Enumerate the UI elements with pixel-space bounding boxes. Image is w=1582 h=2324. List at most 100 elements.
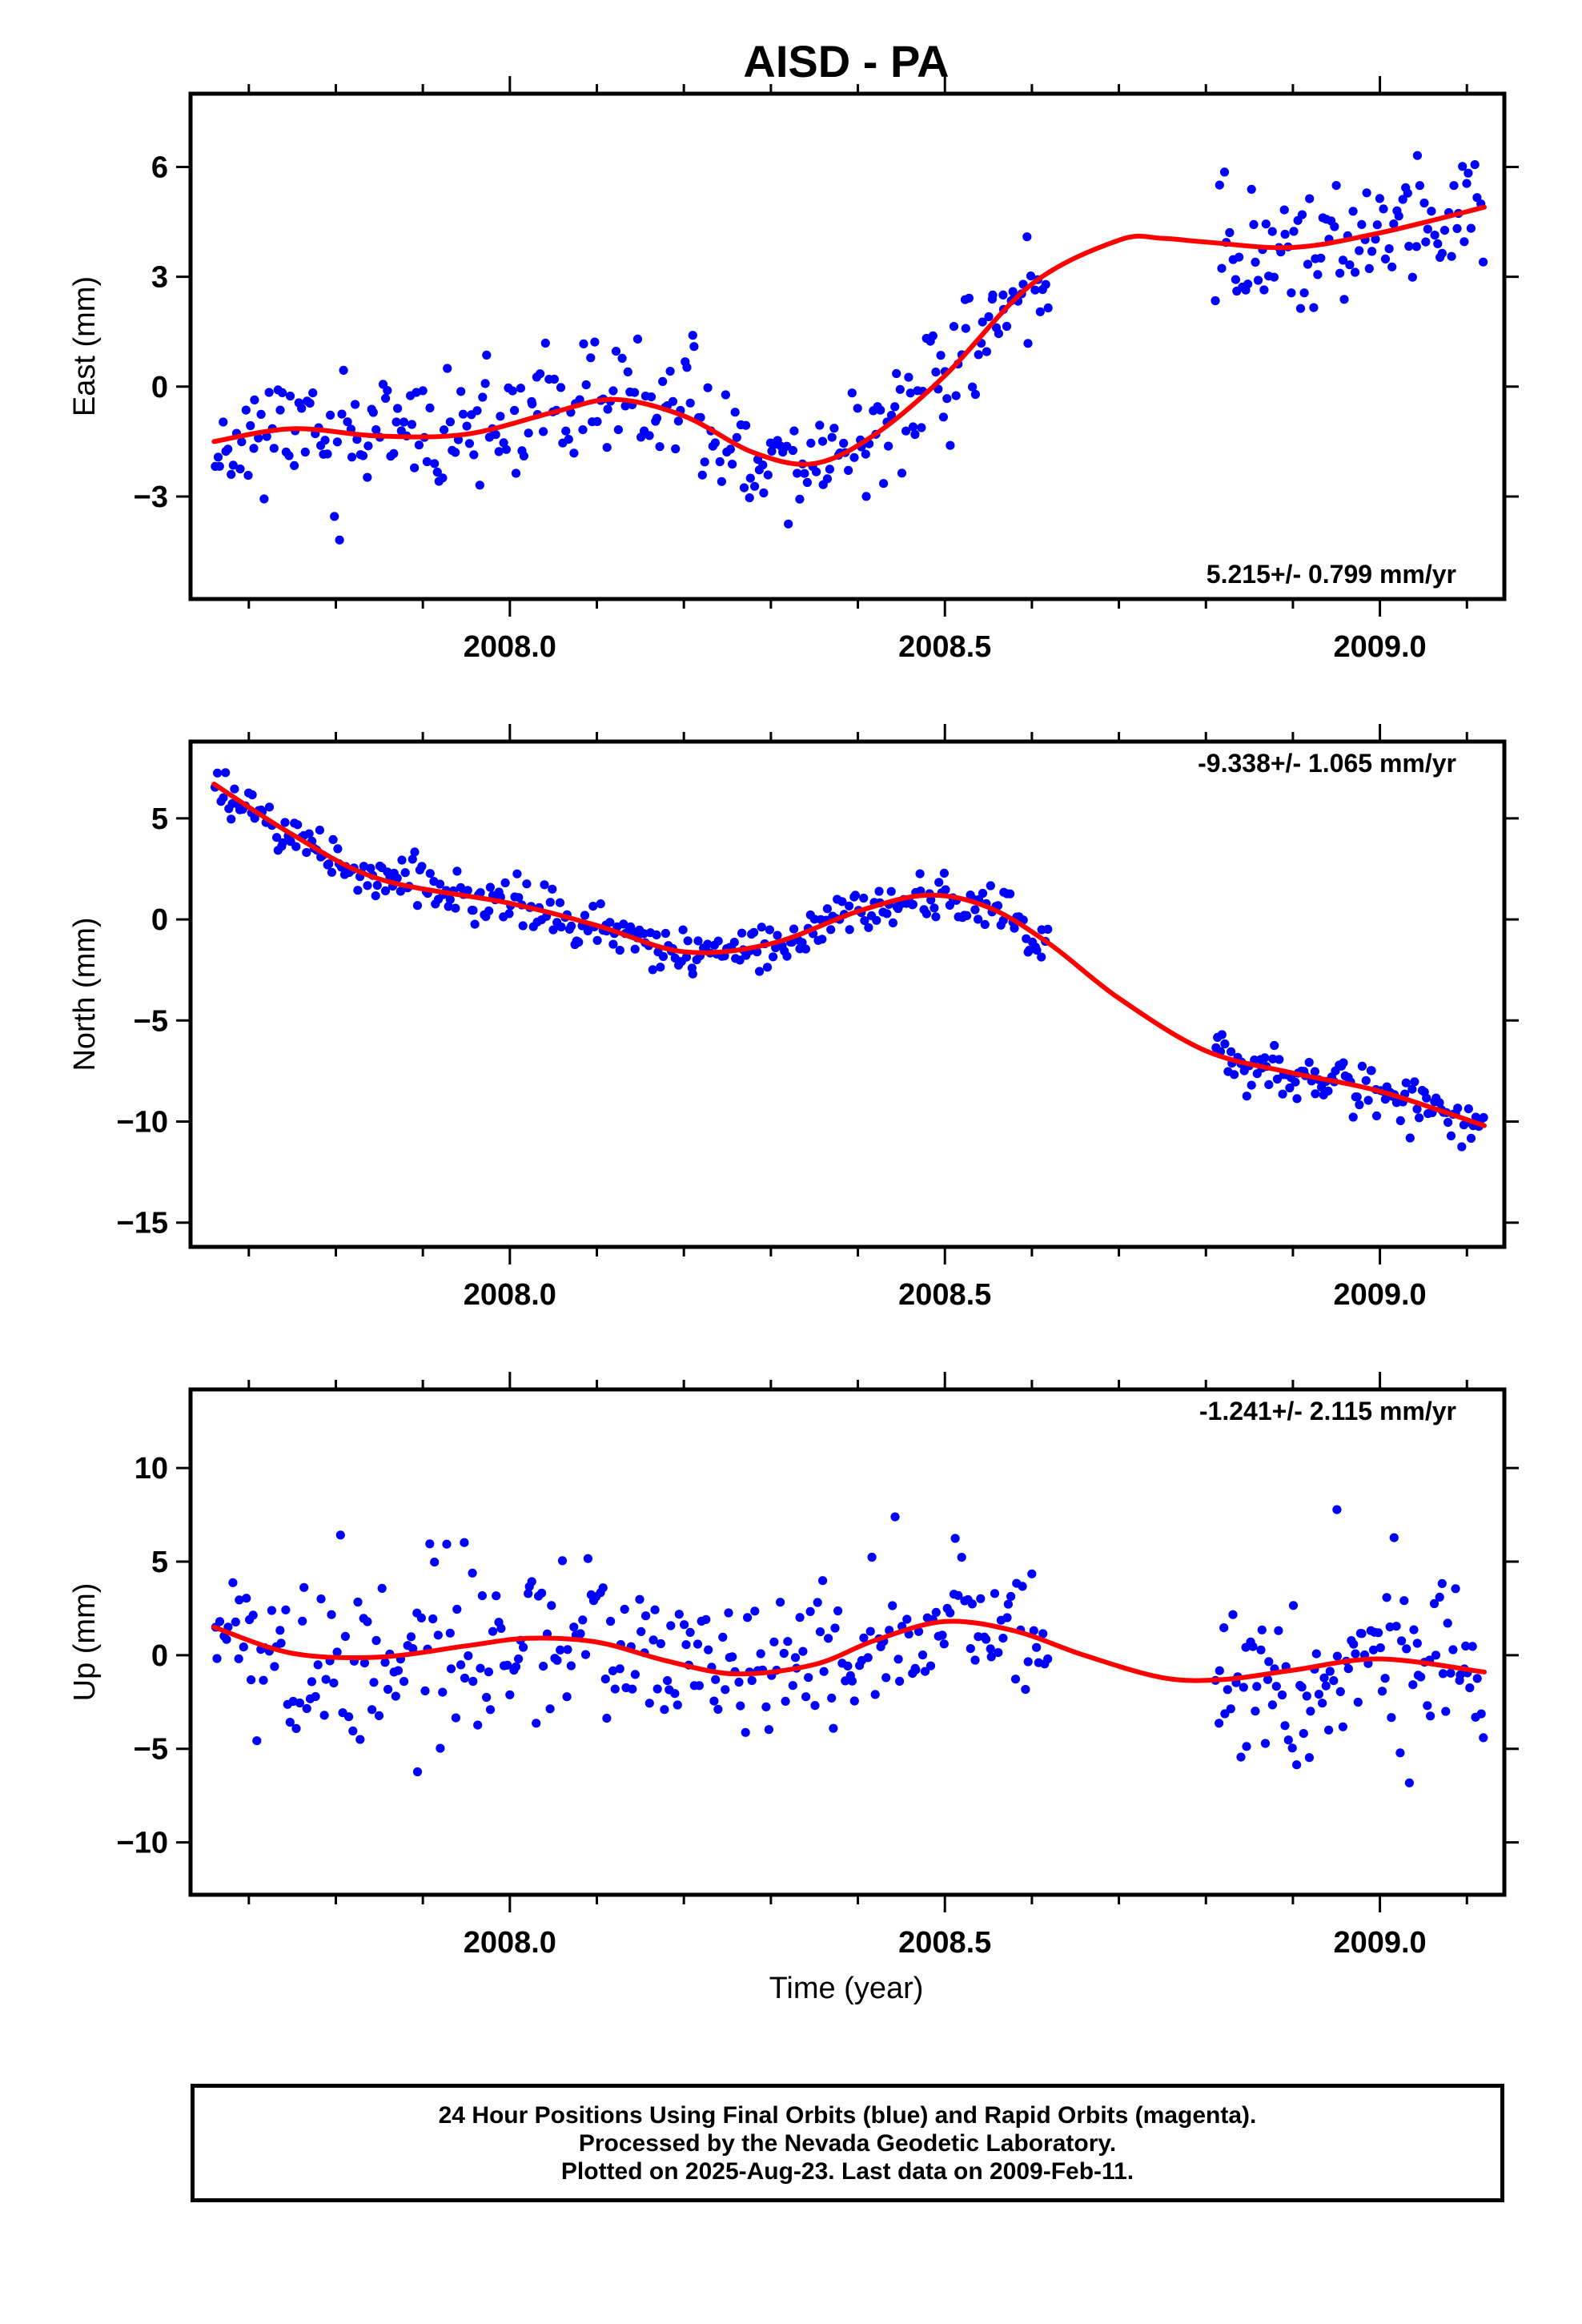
data-point	[608, 1666, 618, 1675]
data-point	[1018, 1582, 1027, 1591]
data-point	[275, 405, 285, 415]
data-point	[540, 880, 549, 890]
data-point	[400, 1677, 409, 1687]
data-point	[735, 955, 745, 965]
data-point	[444, 902, 453, 911]
data-point	[847, 1676, 857, 1686]
data-point	[1029, 1626, 1038, 1635]
data-point	[790, 1653, 801, 1663]
data-point	[234, 1654, 243, 1663]
data-point	[1236, 1752, 1246, 1762]
data-point	[876, 405, 885, 415]
data-point	[540, 338, 550, 348]
data-point	[1310, 1067, 1319, 1076]
y-tick-label: 0	[151, 371, 168, 404]
data-point	[1267, 227, 1277, 236]
data-point	[658, 376, 668, 386]
data-point	[1466, 1133, 1476, 1143]
data-point	[853, 404, 862, 413]
data-point	[615, 1664, 624, 1674]
data-point	[592, 416, 602, 427]
data-point	[801, 944, 811, 954]
data-point	[886, 410, 897, 420]
data-point	[829, 1723, 838, 1733]
data-point	[739, 483, 749, 493]
data-point	[1446, 1668, 1456, 1678]
data-point	[1371, 235, 1380, 244]
data-point	[769, 1637, 779, 1647]
data-point	[290, 460, 299, 471]
data-point	[1438, 1669, 1448, 1679]
data-point	[555, 898, 565, 907]
data-point	[293, 820, 303, 830]
data-point	[396, 887, 405, 896]
x-tick-label: 2008.5	[898, 1926, 991, 1960]
data-point	[1401, 1078, 1411, 1088]
data-point	[1249, 219, 1259, 229]
data-point	[1251, 1707, 1260, 1716]
data-point	[934, 878, 944, 887]
data-point	[311, 1691, 320, 1702]
data-point	[327, 1610, 336, 1619]
data-point	[586, 353, 596, 363]
data-point	[860, 916, 869, 926]
data-point	[1395, 1748, 1405, 1758]
y-tick-label: 0	[151, 1639, 168, 1673]
data-point	[1330, 222, 1339, 231]
data-point	[819, 1667, 829, 1676]
data-point	[939, 868, 949, 878]
data-point	[247, 790, 257, 800]
data-point	[671, 444, 681, 454]
data-point	[1415, 181, 1424, 191]
data-point	[446, 1664, 456, 1674]
data-point	[954, 1590, 963, 1600]
data-point	[363, 1617, 372, 1626]
data-point	[410, 847, 420, 857]
data-point	[861, 492, 871, 501]
data-point	[1323, 1086, 1333, 1096]
data-point	[1389, 219, 1399, 229]
data-point	[480, 379, 490, 388]
data-point	[1452, 223, 1462, 233]
data-point	[1219, 1623, 1229, 1633]
data-point	[363, 472, 372, 482]
data-point	[417, 862, 427, 871]
data-point	[237, 437, 247, 447]
data-point	[974, 915, 983, 924]
data-point	[715, 456, 725, 467]
data-point	[249, 444, 259, 453]
data-point	[1412, 151, 1422, 160]
data-point	[561, 426, 571, 436]
data-point	[343, 417, 352, 427]
data-point	[1295, 304, 1306, 313]
data-point	[769, 952, 778, 962]
data-point	[1264, 1657, 1274, 1667]
data-point	[882, 909, 892, 919]
data-point	[1010, 923, 1019, 933]
data-point	[805, 1606, 815, 1616]
data-point	[917, 423, 926, 432]
data-point	[462, 421, 472, 431]
panels: 2008.0 2008.5 2009.0 −3 0 3 6 East (mm) 5.215+/-…	[68, 76, 1519, 1960]
data-point	[445, 1628, 455, 1638]
data-point	[1251, 257, 1260, 267]
data-point	[652, 413, 662, 423]
data-point	[721, 390, 731, 400]
data-point	[508, 386, 517, 396]
data-point	[366, 863, 375, 873]
data-point	[580, 911, 590, 920]
data-point	[990, 1589, 1000, 1598]
data-point	[619, 919, 628, 929]
data-point	[291, 1723, 301, 1733]
data-point	[1309, 303, 1319, 312]
data-point	[374, 1711, 384, 1720]
data-point	[632, 334, 643, 344]
data-point	[332, 437, 342, 447]
data-point	[1002, 1613, 1012, 1622]
data-point	[298, 1616, 307, 1626]
data-point	[475, 480, 484, 490]
data-point	[673, 1700, 682, 1710]
data-point	[1368, 1645, 1379, 1655]
data-point	[330, 512, 339, 521]
data-point	[1297, 1683, 1307, 1692]
